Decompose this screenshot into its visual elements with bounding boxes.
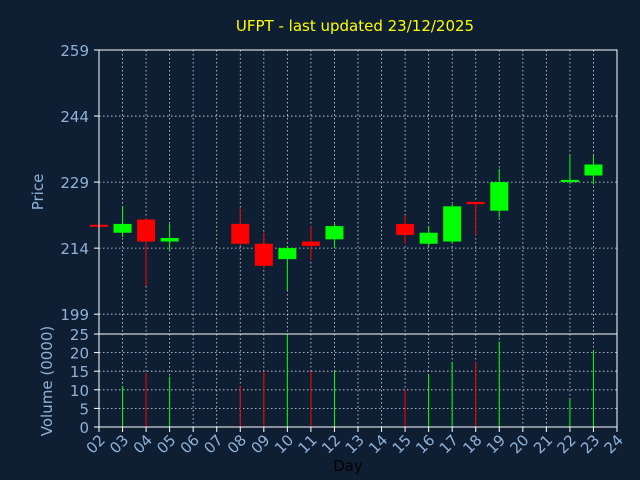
price-tick-label: 199 [60, 306, 89, 324]
candle-body [254, 243, 273, 266]
price-tick-label: 214 [60, 240, 89, 258]
candle-body [419, 232, 438, 244]
price-tick-label: 244 [60, 108, 89, 126]
price-tick-label: 229 [60, 174, 89, 192]
candle-body [490, 182, 509, 211]
candle-body [301, 241, 320, 246]
candle-body [560, 179, 579, 183]
candle-body [278, 248, 297, 260]
price-panel: 199 214 229 244 259 [60, 42, 618, 335]
candle-body [160, 238, 179, 242]
volume-axis-label: Volume (0000) [38, 326, 56, 436]
candle-body [325, 226, 344, 240]
volume-tick-label: 15 [70, 363, 89, 381]
candle-body [466, 201, 485, 205]
x-axis-label: Day [333, 457, 363, 475]
price-tick-label: 259 [60, 42, 89, 60]
volume-tick-label: 20 [70, 345, 89, 363]
volume-tick-label: 0 [79, 419, 89, 437]
chart-title: UFPT - last updated 23/12/2025 [236, 17, 474, 35]
volume-tick-label: 10 [70, 382, 89, 400]
candle-body [443, 206, 462, 242]
candle-body [584, 164, 603, 176]
volume-tick-label: 5 [79, 400, 89, 418]
candle-body [137, 219, 156, 242]
price-axis-label: Price [29, 174, 47, 211]
candle-body [231, 223, 250, 244]
volume-tick-label: 25 [70, 326, 89, 344]
candle-body [396, 223, 415, 235]
candle-body [113, 223, 132, 233]
